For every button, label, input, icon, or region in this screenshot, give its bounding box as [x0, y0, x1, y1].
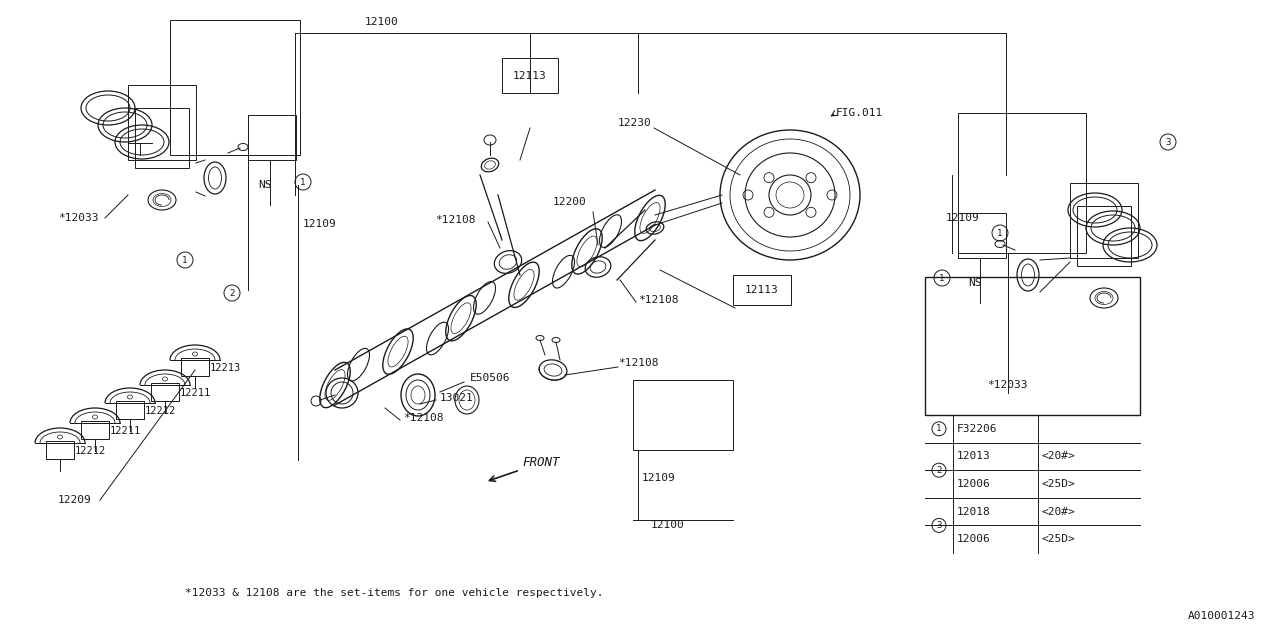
Text: 12213: 12213	[210, 363, 241, 373]
Text: *12033: *12033	[987, 380, 1028, 390]
Text: 12006: 12006	[957, 479, 991, 489]
Text: FIG.011: FIG.011	[836, 108, 883, 118]
Text: 1: 1	[936, 424, 942, 433]
Text: 12006: 12006	[957, 534, 991, 544]
Text: *12033 & 12108 are the set-items for one vehicle respectively.: *12033 & 12108 are the set-items for one…	[186, 588, 603, 598]
Text: 12113: 12113	[745, 285, 778, 295]
Text: E50506: E50506	[470, 373, 511, 383]
Text: 12212: 12212	[76, 446, 106, 456]
Text: 1: 1	[301, 177, 306, 186]
Bar	[925, 277, 1140, 415]
Text: *12108: *12108	[637, 295, 678, 305]
Bar	[502, 58, 558, 93]
Bar	[957, 213, 1006, 258]
Bar	[170, 20, 300, 155]
Bar	[733, 275, 791, 305]
Text: 12109: 12109	[946, 213, 979, 223]
Bar	[248, 115, 296, 160]
Bar	[151, 383, 179, 401]
Text: FRONT: FRONT	[522, 456, 559, 470]
Bar	[46, 441, 74, 459]
Text: 2: 2	[936, 466, 942, 475]
Text: NS: NS	[259, 180, 271, 190]
Bar	[1070, 183, 1138, 258]
Text: 1: 1	[182, 255, 188, 264]
Text: 12209: 12209	[58, 495, 92, 505]
Text: *12108: *12108	[435, 215, 475, 225]
Text: <20#>: <20#>	[1042, 451, 1075, 461]
Text: 12100: 12100	[652, 520, 685, 530]
Text: 12109: 12109	[643, 473, 676, 483]
Bar	[957, 113, 1085, 253]
Text: F32206: F32206	[957, 424, 997, 434]
Text: 13021: 13021	[440, 393, 474, 403]
Bar	[134, 108, 189, 168]
Text: *12108: *12108	[618, 358, 658, 368]
Text: <20#>: <20#>	[1042, 507, 1075, 516]
Text: 1: 1	[997, 228, 1002, 237]
Text: 12212: 12212	[145, 406, 177, 416]
Text: 3: 3	[1165, 138, 1171, 147]
Text: NS: NS	[968, 278, 982, 288]
Text: <25D>: <25D>	[1042, 534, 1075, 544]
Bar	[1076, 206, 1132, 266]
Text: *12108: *12108	[403, 413, 443, 423]
Text: 1: 1	[940, 273, 945, 282]
Text: 12113: 12113	[513, 71, 547, 81]
Bar	[634, 380, 733, 450]
Text: 12200: 12200	[553, 197, 586, 207]
Bar	[128, 85, 196, 160]
Text: 12230: 12230	[618, 118, 652, 128]
Bar	[116, 401, 145, 419]
Text: 2: 2	[229, 289, 234, 298]
Text: <25D>: <25D>	[1042, 479, 1075, 489]
Text: A010001243: A010001243	[1188, 611, 1254, 621]
Text: 12013: 12013	[957, 451, 991, 461]
Text: 12018: 12018	[957, 507, 991, 516]
Text: 12211: 12211	[110, 426, 141, 436]
Text: 12109: 12109	[303, 219, 337, 229]
Text: 12211: 12211	[180, 388, 211, 398]
Text: 3: 3	[936, 521, 942, 530]
Bar	[180, 358, 209, 376]
Text: 12100: 12100	[365, 17, 399, 27]
Text: *12033: *12033	[58, 213, 99, 223]
Bar	[81, 421, 109, 439]
